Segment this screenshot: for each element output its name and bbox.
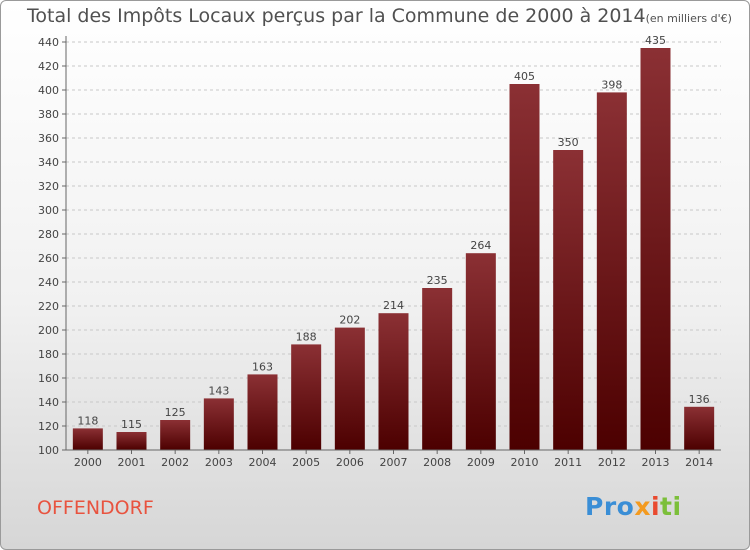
bar-value-label: 235 — [427, 274, 448, 287]
bar-value-label: 115 — [121, 418, 142, 431]
bar-value-label: 264 — [470, 239, 491, 252]
x-tick-label: 2007 — [380, 456, 408, 469]
chart-subtitle: (en milliers d'€) — [645, 12, 732, 25]
bar-value-label: 202 — [339, 314, 360, 327]
x-tick-label: 2008 — [423, 456, 451, 469]
y-tick-label: 280 — [38, 228, 59, 241]
bar — [378, 313, 409, 450]
y-tick-label: 200 — [38, 324, 59, 337]
commune-name: OFFENDORF — [37, 497, 154, 519]
y-tick-label: 240 — [38, 276, 59, 289]
x-tick-label: 2009 — [467, 456, 495, 469]
bar — [116, 432, 147, 450]
bar-value-label: 125 — [165, 406, 186, 419]
y-tick-label: 300 — [38, 204, 59, 217]
x-tick-label: 2005 — [292, 456, 320, 469]
x-tick-label: 2012 — [598, 456, 626, 469]
x-tick-label: 2003 — [205, 456, 233, 469]
y-tick-label: 420 — [38, 60, 59, 73]
bar-value-label: 435 — [645, 34, 666, 47]
bar — [684, 406, 715, 450]
x-tick-label: 2001 — [118, 456, 146, 469]
x-tick-label: 2013 — [642, 456, 670, 469]
y-tick-label: 220 — [38, 300, 59, 313]
x-tick-label: 2006 — [336, 456, 364, 469]
bar-value-label: 188 — [296, 330, 317, 343]
x-tick-label: 2002 — [161, 456, 189, 469]
bar-value-label: 214 — [383, 299, 404, 312]
y-tick-label: 440 — [38, 36, 59, 49]
bar — [247, 374, 278, 450]
title-line: Total des Impôts Locaux perçus par la Co… — [27, 5, 732, 27]
bar-value-label: 350 — [558, 136, 579, 149]
bar — [422, 288, 453, 450]
y-tick-label: 320 — [38, 180, 59, 193]
x-tick-label: 2000 — [74, 456, 102, 469]
y-tick-label: 260 — [38, 252, 59, 265]
bar-value-label: 163 — [252, 360, 273, 373]
chart-title: Total des Impôts Locaux perçus par la Co… — [27, 5, 646, 27]
y-tick-label: 100 — [38, 444, 59, 457]
bar-value-label: 136 — [689, 393, 710, 406]
y-tick-label: 340 — [38, 156, 59, 169]
bar-value-label: 143 — [208, 384, 229, 397]
y-tick-label: 140 — [38, 396, 59, 409]
y-tick-label: 380 — [38, 108, 59, 121]
bar — [334, 327, 365, 450]
y-tick-label: 160 — [38, 372, 59, 385]
y-tick-label: 180 — [38, 348, 59, 361]
proxiti-logo: Proxiti — [585, 492, 682, 521]
bar-value-label: 118 — [77, 414, 98, 427]
y-tick-label: 400 — [38, 84, 59, 97]
bar — [640, 48, 671, 450]
x-tick-label: 2010 — [511, 456, 539, 469]
bar — [72, 428, 103, 450]
bar-value-label: 405 — [514, 70, 535, 83]
bar-value-label: 398 — [601, 78, 622, 91]
bar — [509, 84, 540, 450]
x-tick-label: 2014 — [685, 456, 713, 469]
bar — [291, 344, 322, 450]
x-tick-label: 2004 — [249, 456, 277, 469]
bar — [553, 150, 584, 450]
x-tick-label: 2011 — [554, 456, 582, 469]
y-tick-label: 120 — [38, 420, 59, 433]
bar — [465, 253, 496, 450]
y-tick-label: 360 — [38, 132, 59, 145]
bar — [160, 420, 191, 450]
bar — [596, 92, 627, 451]
bar — [203, 398, 234, 450]
